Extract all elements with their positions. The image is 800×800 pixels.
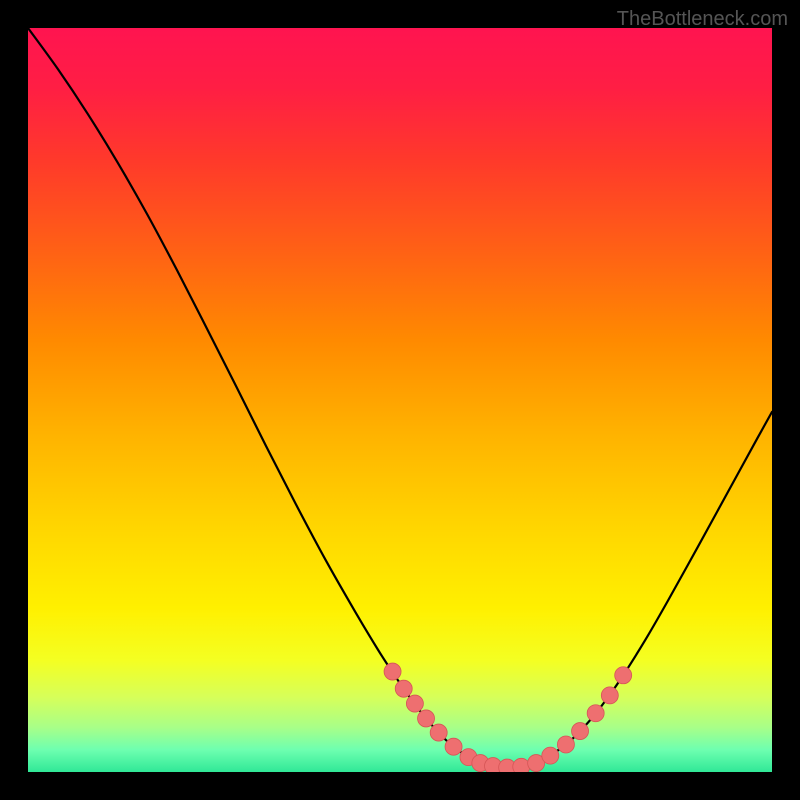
data-marker bbox=[557, 736, 574, 753]
data-marker bbox=[542, 747, 559, 764]
data-marker bbox=[615, 667, 632, 684]
data-marker bbox=[395, 680, 412, 697]
data-marker bbox=[406, 695, 423, 712]
chart-svg bbox=[0, 0, 800, 800]
data-marker bbox=[418, 710, 435, 727]
bottleneck-chart: TheBottleneck.com bbox=[0, 0, 800, 800]
data-marker bbox=[384, 663, 401, 680]
data-marker bbox=[572, 723, 589, 740]
data-marker bbox=[445, 738, 462, 755]
data-marker bbox=[430, 724, 447, 741]
gradient-background bbox=[28, 28, 772, 772]
watermark-text: TheBottleneck.com bbox=[617, 8, 788, 31]
data-marker bbox=[587, 705, 604, 722]
data-marker bbox=[601, 687, 618, 704]
